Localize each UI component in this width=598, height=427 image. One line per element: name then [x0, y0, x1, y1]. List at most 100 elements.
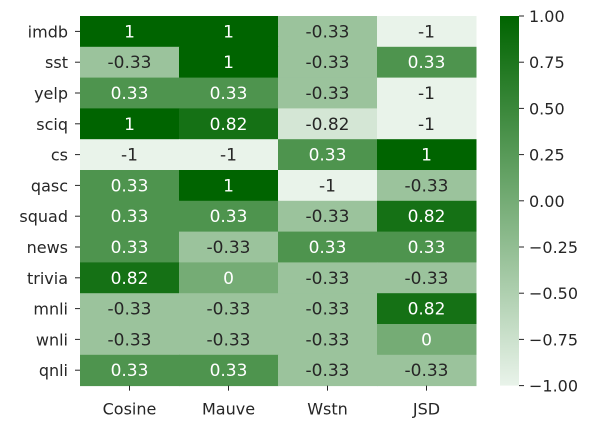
cell-value-label: -0.82 — [306, 115, 350, 135]
heatmap-cells: 1 1 -0.33 -1 -0.33 1 -0.33 0.33 0.33 0.33 -0.33 -1 1… — [80, 16, 477, 387]
heatmap-cell-mnli-cosine — [80, 293, 180, 325]
cell-value-label: 0.33 — [111, 207, 149, 227]
heatmap-cell-wnli-mauve — [179, 324, 279, 356]
cell-value-label: 0.82 — [408, 207, 446, 227]
heatmap-cell-sst-wstn — [278, 46, 378, 79]
heatmap-cell-yelp-mauve — [179, 77, 279, 109]
row-label-qasc: qasc — [31, 176, 68, 195]
cell-value-label: 0.82 — [111, 269, 149, 289]
heatmap-cell-squad-mauve — [179, 200, 279, 233]
row-label-sciq: sciq — [36, 115, 68, 134]
heatmap-cell-news-cosine — [80, 231, 180, 263]
cell-value-label: -0.33 — [405, 176, 449, 196]
cell-value-label: 0.82 — [408, 300, 446, 320]
heatmap-cell-news-mauve — [179, 231, 279, 263]
cell-value-label: -1 — [418, 22, 435, 42]
heatmap-cell-sciq-mauve — [179, 108, 279, 140]
cell-value-label: 0.33 — [111, 361, 149, 381]
heatmap-cell-news-jsd — [377, 231, 477, 263]
heatmap-cell-mnli-mauve — [179, 293, 279, 325]
row-label-imdb: imdb — [28, 22, 68, 41]
cell-value-label: -0.33 — [306, 22, 350, 42]
cell-value-label: 0.33 — [309, 146, 347, 166]
heatmap-cell-wnli-cosine — [80, 324, 180, 356]
cell-value-label: 0.33 — [111, 176, 149, 196]
heatmap-cell-yelp-jsd — [377, 77, 477, 109]
heatmap-cell-squad-jsd — [377, 200, 477, 233]
heatmap-cell-sciq-wstn — [278, 108, 378, 140]
cell-value-label: -0.33 — [306, 269, 350, 289]
row-label-yelp: yelp — [34, 84, 68, 103]
heatmap-cell-qnli-mauve — [179, 354, 279, 387]
cell-value-label: -1 — [220, 146, 237, 166]
cell-value-label: -0.33 — [306, 300, 350, 320]
cell-value-label: -1 — [121, 146, 138, 166]
column-label-cosine: Cosine — [103, 400, 157, 419]
row-label-news: news — [27, 238, 68, 257]
colorbar-tick-label: −0.50 — [529, 284, 578, 303]
cell-value-label: -1 — [418, 115, 435, 135]
cell-value-label: -0.33 — [306, 53, 350, 73]
row-label-wnli: wnli — [36, 330, 68, 349]
heatmap-cell-trivia-wstn — [278, 262, 378, 294]
cell-value-label: -0.33 — [207, 300, 251, 320]
colorbar-tick-label: 0.75 — [529, 53, 565, 72]
colorbar-gradient — [500, 16, 519, 386]
heatmap-cell-qasc-mauve — [179, 170, 279, 202]
heatmap-cell-imdb-mauve — [179, 16, 279, 48]
heatmap-cell-sciq-cosine — [80, 108, 180, 140]
row-label-mnli: mnli — [33, 300, 68, 319]
heatmap-cell-cs-mauve — [179, 139, 279, 171]
heatmap-cell-qnli-wstn — [278, 354, 378, 387]
heatmap-cell-qasc-jsd — [377, 170, 477, 202]
cell-value-label: -0.33 — [108, 330, 152, 350]
heatmap-cell-sst-jsd — [377, 46, 477, 79]
column-label-wstn: Wstn — [307, 400, 348, 419]
cell-value-label: 0 — [223, 269, 234, 289]
colorbar-tick-label: −0.25 — [529, 238, 578, 257]
heatmap-cell-wnli-jsd — [377, 324, 477, 356]
cell-value-label: -0.33 — [207, 330, 251, 350]
cell-value-label: 0.33 — [210, 84, 248, 104]
row-label-trivia: trivia — [27, 269, 68, 288]
row-labels: imdb sst yelp sciq cs qasc squad news trivia mnli… — [19, 22, 80, 380]
cell-value-label: 1 — [421, 146, 432, 166]
cell-value-label: 0.82 — [210, 115, 248, 135]
column-labels: Cosine Mauve Wstn JSD — [103, 385, 440, 419]
cell-value-label: -0.33 — [207, 238, 251, 258]
row-label-cs: cs — [51, 146, 68, 165]
cell-value-label: 1 — [124, 115, 135, 135]
cell-value-label: -1 — [418, 84, 435, 104]
cell-value-label: -0.33 — [306, 84, 350, 104]
heatmap-cell-squad-wstn — [278, 200, 378, 233]
colorbar-tick-label: 1.00 — [529, 7, 565, 26]
cell-value-label: -0.33 — [405, 269, 449, 289]
heatmap-cell-squad-cosine — [80, 200, 180, 233]
cell-value-label: 0.33 — [111, 238, 149, 258]
heatmap-cell-imdb-jsd — [377, 16, 477, 48]
heatmap-cell-trivia-mauve — [179, 262, 279, 294]
heatmap-cell-yelp-cosine — [80, 77, 180, 109]
colorbar-tick-label: −0.75 — [529, 330, 578, 349]
heatmap-cell-mnli-wstn — [278, 293, 378, 325]
heatmap-cell-news-wstn — [278, 231, 378, 263]
cell-value-label: 0.33 — [111, 84, 149, 104]
cell-value-label: -0.33 — [306, 361, 350, 381]
colorbar-tick-label: 0.00 — [529, 192, 565, 211]
cell-value-label: -0.33 — [405, 361, 449, 381]
cell-value-label: 0 — [421, 330, 432, 350]
heatmap-cell-sst-mauve — [179, 46, 279, 79]
colorbar-ticks: 1.00 0.75 0.50 0.25 0.00 −0.25 −0.50 −0.75 −1.00 — [519, 7, 578, 396]
row-label-qnli: qnli — [39, 361, 68, 380]
cell-value-label: 1 — [124, 22, 135, 42]
cell-value-label: 1 — [223, 53, 234, 73]
cell-value-label: 1 — [223, 22, 234, 42]
heatmap-cell-cs-wstn — [278, 139, 378, 171]
cell-value-label: 1 — [223, 176, 234, 196]
heatmap-cell-trivia-jsd — [377, 262, 477, 294]
heatmap-cell-wnli-wstn — [278, 324, 378, 356]
cell-value-label: -1 — [319, 176, 336, 196]
row-label-squad: squad — [19, 207, 68, 226]
heatmap-cell-sst-cosine — [80, 46, 180, 79]
cell-value-label: -0.33 — [108, 300, 152, 320]
